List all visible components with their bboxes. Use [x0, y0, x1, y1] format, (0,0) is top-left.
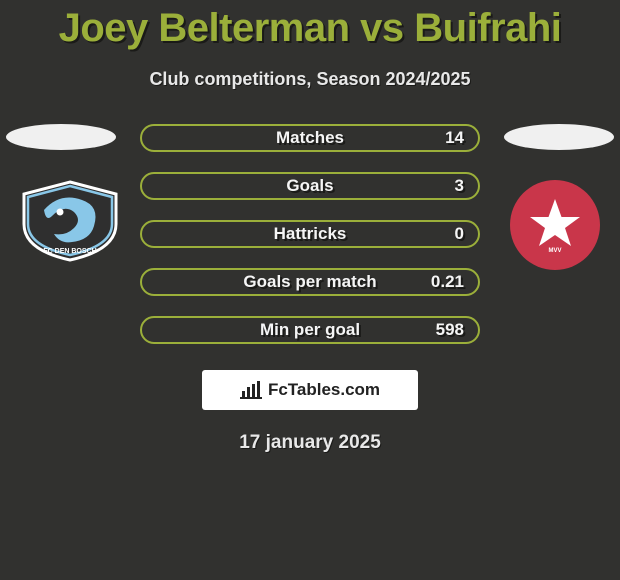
page-title: Joey Belterman vs Buifrahi [0, 0, 620, 51]
stat-label: Goals [286, 176, 333, 196]
source-label: FcTables.com [268, 380, 380, 400]
subtitle: Club competitions, Season 2024/2025 [0, 69, 620, 90]
svg-text:FC DEN BOSCH: FC DEN BOSCH [43, 248, 96, 255]
club-badge-left: FC DEN BOSCH [20, 180, 120, 262]
comparison-content: FC DEN BOSCH MVV Matches 14 Goals 3 Hatt… [0, 124, 620, 454]
stat-row-hattricks: Hattricks 0 [140, 220, 480, 248]
stat-label: Matches [276, 128, 344, 148]
stat-row-matches: Matches 14 [140, 124, 480, 152]
stat-row-goals: Goals 3 [140, 172, 480, 200]
stat-row-min-per-goal: Min per goal 598 [140, 316, 480, 344]
svg-text:MVV: MVV [548, 248, 561, 254]
stat-value: 0.21 [431, 272, 464, 292]
stat-row-goals-per-match: Goals per match 0.21 [140, 268, 480, 296]
den-bosch-shield-icon: FC DEN BOSCH [20, 180, 120, 262]
stat-label: Hattricks [274, 224, 347, 244]
stat-label: Min per goal [260, 320, 360, 340]
source-badge: FcTables.com [202, 370, 418, 410]
date-label: 17 january 2025 [0, 432, 620, 454]
player-avatar-right [504, 124, 614, 150]
stat-value: 0 [455, 224, 464, 244]
bar-chart-icon [240, 381, 262, 399]
stat-value: 14 [445, 128, 464, 148]
mvv-star-icon: MVV [525, 195, 585, 255]
club-badge-right: MVV [510, 180, 600, 270]
stat-value: 598 [436, 320, 464, 340]
player-avatar-left [6, 124, 116, 150]
stat-label: Goals per match [243, 272, 376, 292]
stat-rows: Matches 14 Goals 3 Hattricks 0 Goals per… [140, 124, 480, 344]
stat-value: 3 [455, 176, 464, 196]
